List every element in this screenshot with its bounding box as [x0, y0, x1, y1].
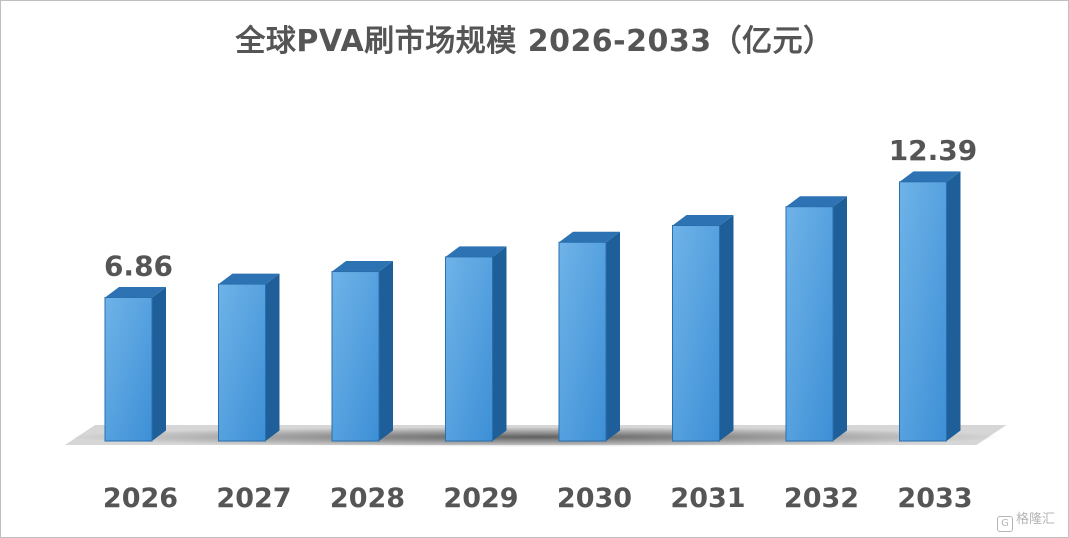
- x-tick-label: 2032: [784, 483, 859, 514]
- x-tick-label: 2033: [897, 483, 972, 514]
- bar-top: [559, 231, 620, 243]
- x-tick-label: 2028: [330, 483, 405, 514]
- bar-front: [785, 206, 834, 442]
- bar-front: [672, 225, 720, 442]
- bar-2027: [218, 273, 280, 442]
- bar-side: [719, 215, 734, 441]
- bar-2026: [104, 287, 166, 442]
- watermark: G 格隆汇: [996, 508, 1055, 532]
- floor-shadow: [65, 427, 1007, 447]
- bar-top: [218, 273, 280, 285]
- bar-front: [899, 181, 947, 442]
- bar-2029: [445, 246, 507, 442]
- bar-side: [379, 261, 393, 441]
- x-axis-ticks: 2026 2027 2028 2029 2030 2031 2032 2033: [103, 483, 973, 514]
- bar-side: [606, 231, 620, 441]
- bar-side: [946, 171, 961, 442]
- bar-2030: [558, 231, 620, 442]
- bar-2033: [899, 171, 961, 442]
- bar-top: [672, 215, 734, 226]
- labels-group: 6.86 12.39: [104, 134, 977, 283]
- watermark-text: 格隆汇: [1015, 512, 1055, 527]
- x-tick-label: 2029: [443, 483, 518, 514]
- bar-front: [558, 241, 607, 442]
- data-label: 12.39: [889, 134, 978, 167]
- bar-top: [899, 171, 961, 182]
- chart-floor-shadow: [65, 425, 1007, 447]
- bar-top: [105, 287, 166, 298]
- bars-group: [104, 171, 961, 442]
- x-tick-label: 2026: [103, 483, 178, 514]
- bar-top: [786, 196, 847, 207]
- x-tick-label: 2030: [557, 483, 632, 514]
- x-tick-label: 2031: [670, 483, 745, 514]
- bar-top: [332, 261, 393, 272]
- bar-front: [104, 297, 153, 442]
- chart-title: 全球PVA刷市场规模 2026-2033（亿元）: [235, 24, 834, 59]
- gelonghui-logo-icon: G: [996, 516, 1013, 532]
- bar-side: [265, 273, 280, 441]
- bar-front: [445, 256, 493, 442]
- bar-side: [492, 246, 507, 441]
- bar-side: [152, 287, 166, 441]
- data-label: 6.86: [104, 250, 173, 283]
- bar-side: [833, 196, 847, 441]
- bar-2032: [785, 196, 847, 442]
- bar-front: [331, 271, 380, 442]
- bar-front: [218, 283, 266, 442]
- bar-top: [445, 246, 507, 257]
- bar-2028: [331, 261, 393, 442]
- x-tick-label: 2027: [216, 483, 291, 514]
- bar-2031: [672, 215, 734, 442]
